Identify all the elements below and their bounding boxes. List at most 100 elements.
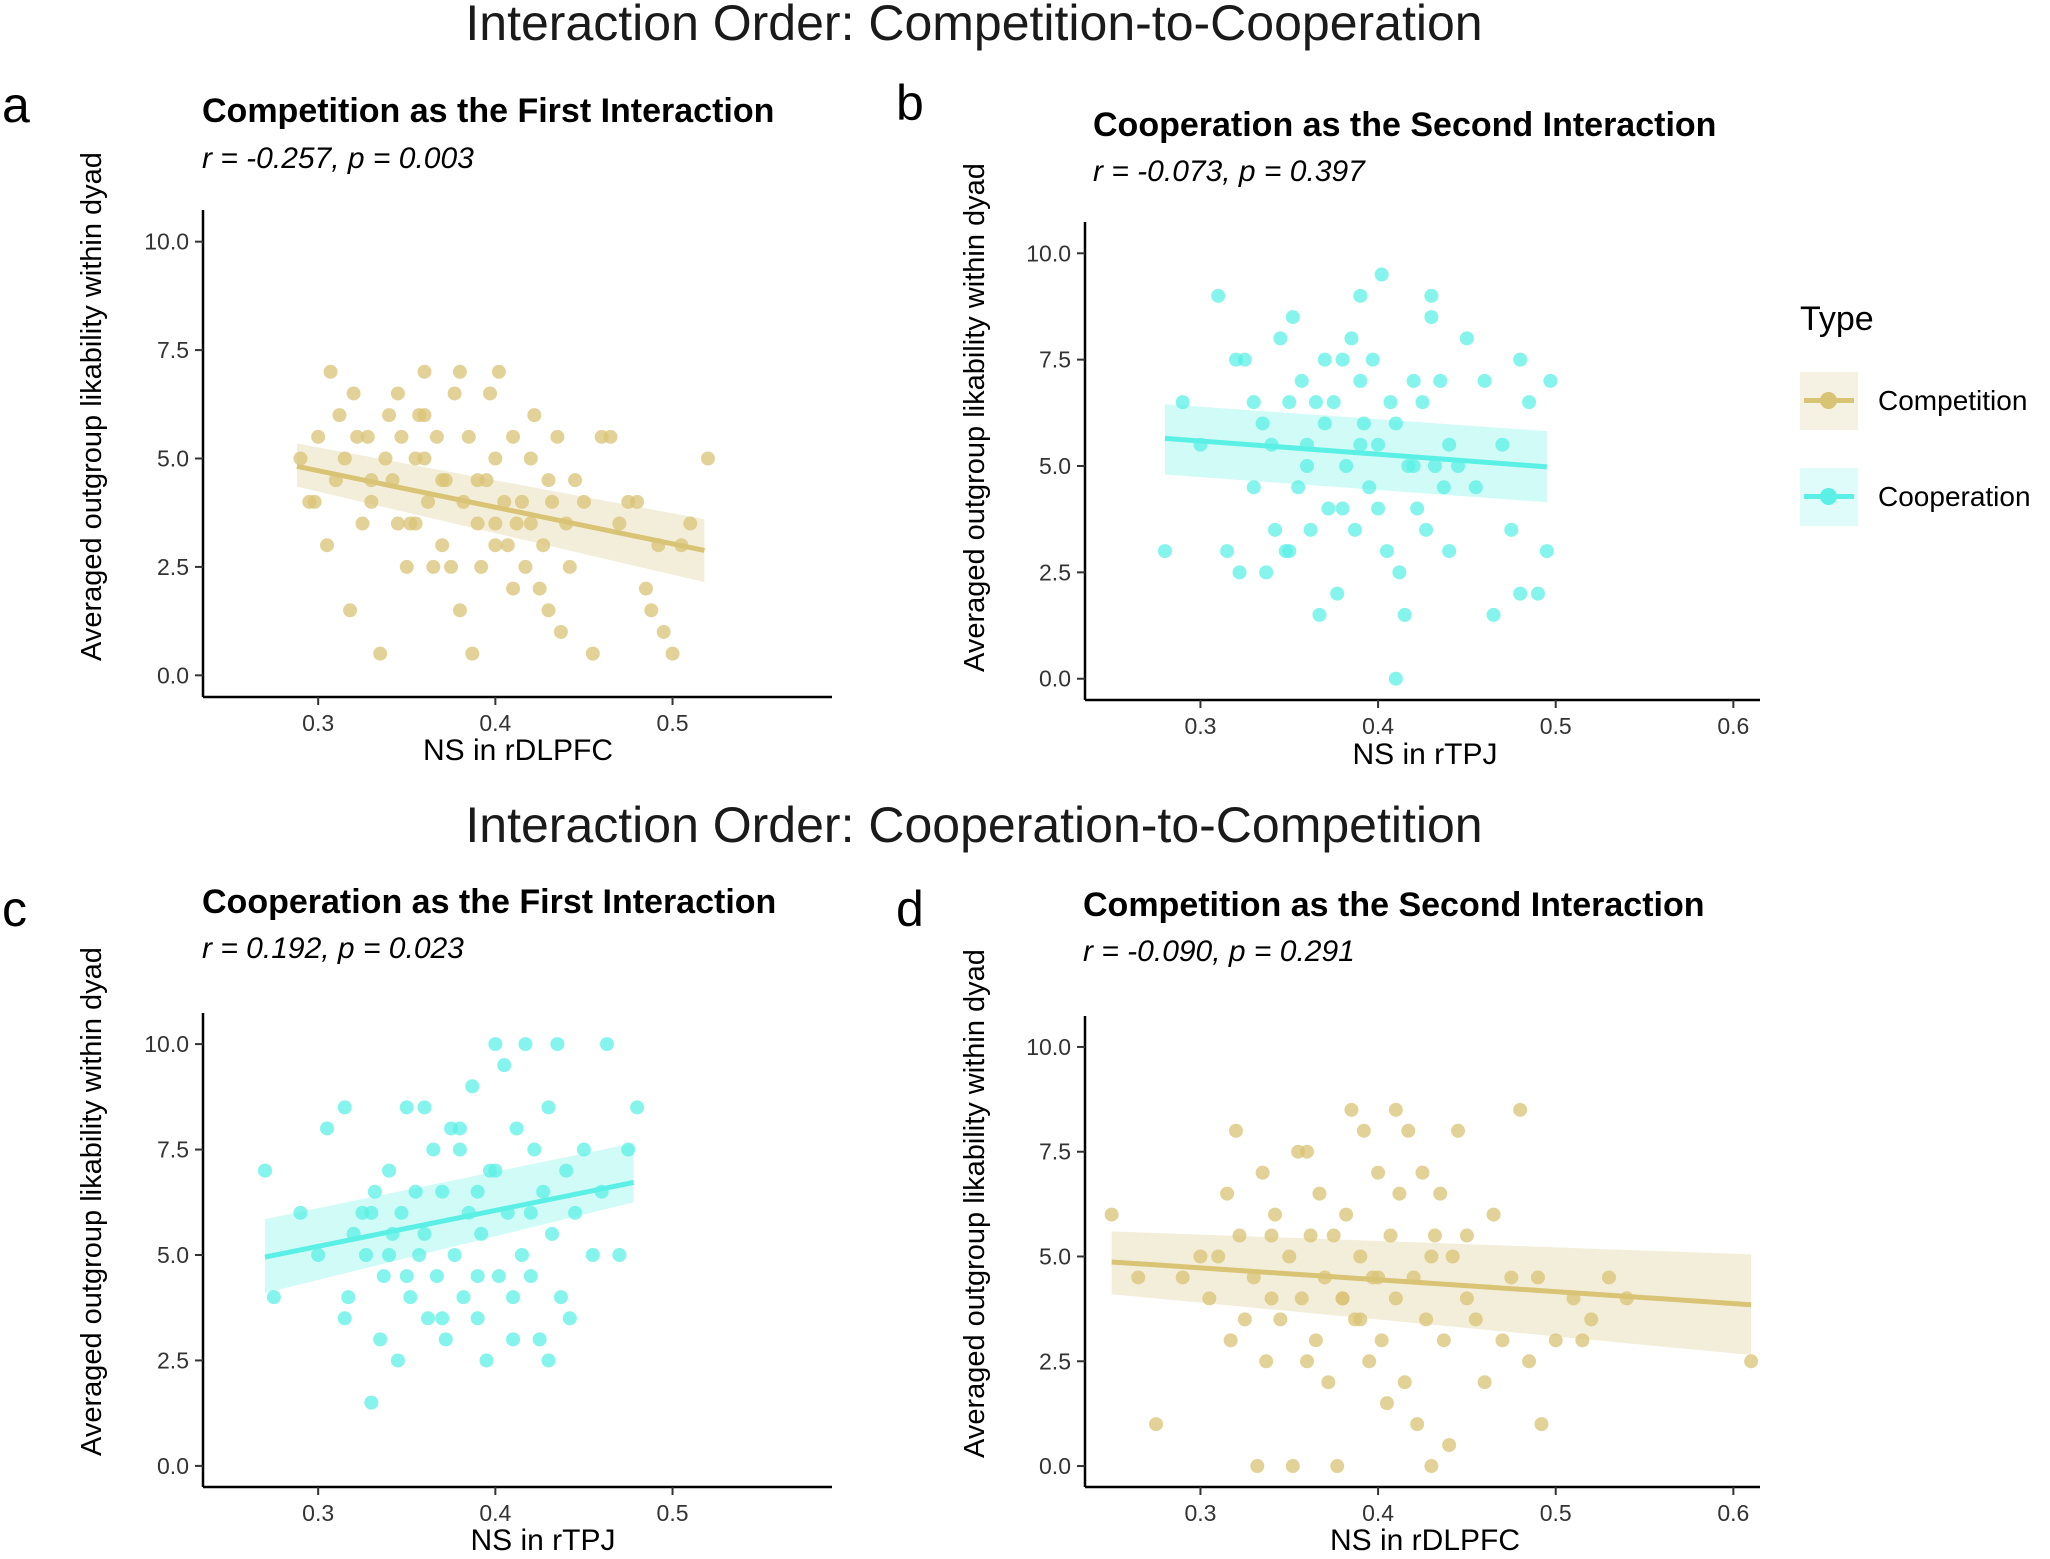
panel-a-point	[638, 581, 653, 596]
panel-c-point	[559, 1163, 574, 1178]
panel-d-point	[1356, 1123, 1371, 1138]
panel-d-point	[1530, 1270, 1545, 1285]
panel-b-point	[1246, 395, 1261, 410]
panel-b-point	[1335, 352, 1350, 367]
panel-b-point	[1255, 416, 1270, 431]
panel-a-y-tick-label: 7.5	[157, 337, 189, 363]
panel-a-point	[700, 451, 715, 466]
panel-d-point	[1294, 1291, 1309, 1306]
panel-c-point	[523, 1269, 538, 1284]
panel-d-plot: 0.0 2.5 5.0 7.5 10.0 0.3 0.4 0.5 0.6	[1026, 1016, 1760, 1526]
legend-label-competition: Competition	[1878, 385, 2028, 416]
panel-b-point	[1468, 480, 1483, 495]
panel-d-point	[1330, 1459, 1345, 1474]
panel-a-point	[320, 538, 335, 553]
panel-a-point	[394, 429, 409, 444]
panel-d-xlabel: NS in rDLPFC	[1329, 1524, 1521, 1557]
panel-d-point	[1228, 1123, 1243, 1138]
panel-d-point	[1232, 1228, 1247, 1243]
panel-d-point	[1575, 1333, 1590, 1348]
panel-c-x-tick-label: 0.5	[657, 1500, 689, 1526]
panel-c-point	[438, 1332, 453, 1347]
panel-a-point	[562, 559, 577, 574]
panel-c-y-tick-label: 7.5	[157, 1137, 189, 1163]
panel-d-point	[1175, 1270, 1190, 1285]
panel-d-point	[1335, 1291, 1350, 1306]
panel-a-point	[429, 429, 444, 444]
panel-d-point	[1379, 1396, 1394, 1411]
panel-c-xlabel: NS in rTPJ	[470, 1524, 616, 1557]
panel-a-y-tick-label: 5.0	[157, 446, 189, 472]
panel-b-title: Cooperation as the Second Interaction	[1093, 106, 1717, 144]
panel-a-point	[390, 386, 405, 401]
panel-b-point	[1291, 480, 1306, 495]
panel-d-point	[1410, 1417, 1425, 1432]
panel-c-point	[506, 1332, 521, 1347]
panel-c-fit-line	[264, 1179, 635, 1260]
panel-b-point	[1419, 522, 1434, 537]
panel-b-point	[1300, 459, 1315, 473]
panel-a-point	[644, 603, 659, 618]
panel-a-point	[545, 494, 560, 509]
panel-d-point	[1602, 1270, 1617, 1285]
panel-a-point	[514, 494, 529, 509]
legend-label-cooperation: Cooperation	[1878, 481, 2031, 512]
panel-c-point	[576, 1142, 591, 1157]
panel-d-point	[1477, 1375, 1492, 1390]
panel-b-y-tick-label: 0.0	[1039, 666, 1071, 692]
panel-a-point	[683, 516, 698, 531]
panel-b-x-tick-label: 0.4	[1362, 713, 1394, 739]
panel-b-point	[1371, 501, 1386, 516]
panel-d-point	[1584, 1312, 1599, 1327]
panel-a-point	[506, 429, 521, 444]
panel-d-point	[1401, 1123, 1416, 1138]
panel-b-point	[1383, 395, 1398, 410]
panel-c-point	[421, 1311, 436, 1326]
panel-b-point	[1388, 416, 1403, 431]
panel-b-point	[1232, 565, 1247, 580]
panel-d-x-tick-label: 0.4	[1362, 1500, 1394, 1526]
panel-c-point	[337, 1311, 352, 1326]
panel-c-point	[630, 1100, 645, 1115]
panel-d-point	[1255, 1165, 1270, 1180]
panel-a-point	[585, 646, 600, 661]
panel-c-point	[403, 1290, 418, 1305]
panel-b-point	[1362, 480, 1377, 495]
panel-a-fit-line	[296, 463, 705, 553]
panel-b-point	[1353, 288, 1368, 303]
panel-a-point	[293, 451, 308, 466]
panel-c-point	[518, 1037, 533, 1052]
panel-b-point	[1317, 352, 1332, 367]
panel-a-confidence-band	[296, 443, 705, 583]
panel-d-point	[1353, 1249, 1368, 1264]
panel-a-point	[417, 408, 432, 423]
panel-d-point	[1362, 1354, 1377, 1369]
panel-c-point	[470, 1184, 485, 1199]
panel-d-point	[1451, 1123, 1466, 1138]
panel-a-point	[541, 603, 556, 618]
panel-d-point	[1468, 1312, 1483, 1327]
panel-c-point	[364, 1395, 379, 1410]
panel-a-point	[382, 408, 397, 423]
panel-c-point	[545, 1226, 560, 1241]
panel-b-point	[1543, 373, 1558, 388]
panel-b-point	[1427, 459, 1442, 473]
panel-b-point	[1259, 565, 1274, 580]
panel-a-stat: r = -0.257, p = 0.003	[202, 142, 474, 175]
panel-d-x-tick-label: 0.3	[1184, 1500, 1216, 1526]
panel-c-x-tick-label: 0.3	[302, 1500, 334, 1526]
panel-a-point	[665, 646, 680, 661]
panel-a-point	[337, 451, 352, 466]
panel-b-point	[1237, 352, 1252, 367]
panel-c-point	[536, 1184, 551, 1199]
section-title-top: Interaction Order: Competition-to-Cooper…	[465, 0, 1483, 51]
panel-c-point	[435, 1184, 450, 1199]
panel-b-point	[1513, 586, 1528, 601]
panel-a-point	[465, 646, 480, 661]
panel-b-point	[1522, 395, 1537, 410]
panel-c-point	[514, 1248, 529, 1262]
panel-a-point	[435, 538, 450, 553]
panel-d-point	[1419, 1312, 1434, 1327]
panel-d-point	[1193, 1249, 1208, 1264]
